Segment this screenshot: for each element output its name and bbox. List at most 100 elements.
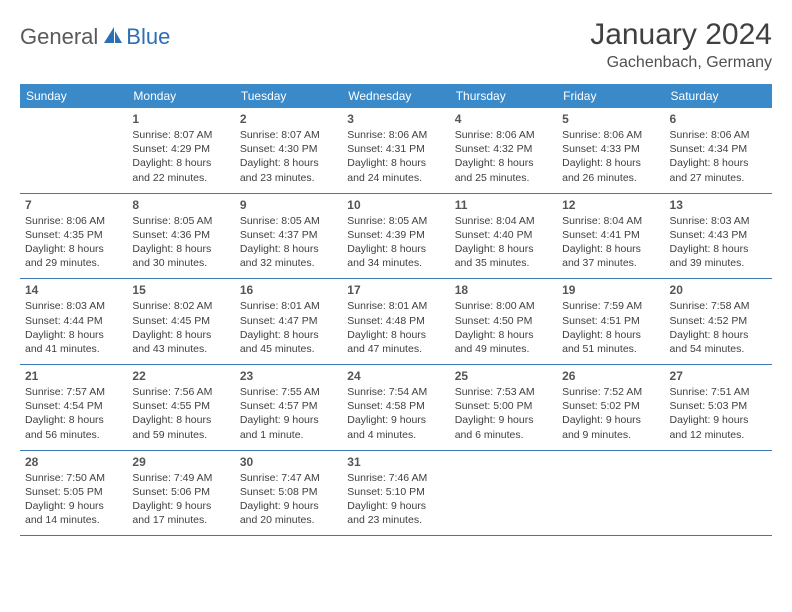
week-row: 1Sunrise: 8:07 AMSunset: 4:29 PMDaylight… (20, 108, 772, 194)
sunset-line: Sunset: 4:43 PM (670, 228, 767, 242)
sunrise-line: Sunrise: 8:06 AM (347, 128, 444, 142)
day-cell: 6Sunrise: 8:06 AMSunset: 4:34 PMDaylight… (665, 108, 772, 193)
day-cell (20, 108, 127, 193)
day-cell: 31 Sunrise: 7:46 AMSunset: 5:10 PMDayligh… (342, 451, 449, 536)
day-number: 5 (562, 112, 659, 126)
day-info: Sunrise: 8:00 AMSunset: 4:50 PMDaylight:… (455, 299, 552, 356)
sunrise-line: Sunrise: 8:06 AM (670, 128, 767, 142)
day-number: 17 (347, 283, 444, 297)
day-cell: 13Sunrise: 8:03 AMSunset: 4:43 PMDayligh… (665, 194, 772, 279)
sunset-line: Sunset: 5:10 PM (347, 485, 444, 499)
day-cell: 16Sunrise: 8:01 AMSunset: 4:47 PMDayligh… (235, 279, 342, 364)
daylight-line: Daylight: 8 hours and 56 minutes. (25, 413, 122, 441)
day-cell: 19Sunrise: 7:59 AMSunset: 4:51 PMDayligh… (557, 279, 664, 364)
day-info: Sunrise: 7:49 AMSunset: 5:06 PMDaylight:… (132, 471, 229, 528)
day-number: 23 (240, 369, 337, 383)
day-header-cell: Friday (557, 84, 664, 108)
sunrise-line: Sunrise: 8:07 AM (132, 128, 229, 142)
sunset-line: Sunset: 4:58 PM (347, 399, 444, 413)
sunrise-line: Sunrise: 7:50 AM (25, 471, 122, 485)
day-number: 11 (455, 198, 552, 212)
daylight-line: Daylight: 8 hours and 49 minutes. (455, 328, 552, 356)
day-info: Sunrise: 8:07 AMSunset: 4:30 PMDaylight:… (240, 128, 337, 185)
day-info: Sunrise: 7:52 AMSunset: 5:02 PMDaylight:… (562, 385, 659, 442)
sunrise-line: Sunrise: 8:05 AM (132, 214, 229, 228)
day-header-cell: Tuesday (235, 84, 342, 108)
logo-text-blue: Blue (126, 24, 170, 50)
day-info: Sunrise: 8:05 AMSunset: 4:39 PMDaylight:… (347, 214, 444, 271)
daylight-line: Daylight: 8 hours and 41 minutes. (25, 328, 122, 356)
week-row: 7Sunrise: 8:06 AMSunset: 4:35 PMDaylight… (20, 194, 772, 280)
sunset-line: Sunset: 4:31 PM (347, 142, 444, 156)
day-info: Sunrise: 7:59 AMSunset: 4:51 PMDaylight:… (562, 299, 659, 356)
day-info: Sunrise: 7:55 AMSunset: 4:57 PMDaylight:… (240, 385, 337, 442)
sunset-line: Sunset: 4:34 PM (670, 142, 767, 156)
sunrise-line: Sunrise: 8:07 AM (240, 128, 337, 142)
day-cell: 14Sunrise: 8:03 AMSunset: 4:44 PMDayligh… (20, 279, 127, 364)
day-number: 30 (240, 455, 337, 469)
week-row: 21 Sunrise: 7:57 AMSunset: 4:54 PMDayligh… (20, 365, 772, 451)
sunrise-line: Sunrise: 8:05 AM (347, 214, 444, 228)
sunrise-line: Sunrise: 8:05 AM (240, 214, 337, 228)
day-number: 9 (240, 198, 337, 212)
day-header-cell: Sunday (20, 84, 127, 108)
day-info: Sunrise: 7:53 AMSunset: 5:00 PMDaylight:… (455, 385, 552, 442)
sunrise-line: Sunrise: 7:58 AM (670, 299, 767, 313)
day-number: 28 (25, 455, 122, 469)
day-number: 16 (240, 283, 337, 297)
day-cell: 10Sunrise: 8:05 AMSunset: 4:39 PMDayligh… (342, 194, 449, 279)
day-info: Sunrise: 8:02 AMSunset: 4:45 PMDaylight:… (132, 299, 229, 356)
day-info: Sunrise: 8:05 AMSunset: 4:37 PMDaylight:… (240, 214, 337, 271)
day-info: Sunrise: 7:57 AMSunset: 4:54 PMDaylight:… (25, 385, 122, 442)
day-number: 25 (455, 369, 552, 383)
day-cell: 25 Sunrise: 7:53 AMSunset: 5:00 PMDayligh… (450, 365, 557, 450)
day-number: 14 (25, 283, 122, 297)
day-header-cell: Thursday (450, 84, 557, 108)
day-number: 1 (132, 112, 229, 126)
day-info: Sunrise: 8:06 AMSunset: 4:34 PMDaylight:… (670, 128, 767, 185)
day-number: 7 (25, 198, 122, 212)
sunrise-line: Sunrise: 8:06 AM (562, 128, 659, 142)
daylight-line: Daylight: 8 hours and 43 minutes. (132, 328, 229, 356)
day-info: Sunrise: 7:46 AMSunset: 5:10 PMDaylight:… (347, 471, 444, 528)
day-number: 31 (347, 455, 444, 469)
daylight-line: Daylight: 8 hours and 47 minutes. (347, 328, 444, 356)
sunrise-line: Sunrise: 7:53 AM (455, 385, 552, 399)
day-cell (665, 451, 772, 536)
day-cell: 22Sunrise: 7:56 AMSunset: 4:55 PMDayligh… (127, 365, 234, 450)
daylight-line: Daylight: 9 hours and 1 minute. (240, 413, 337, 441)
daylight-line: Daylight: 9 hours and 12 minutes. (670, 413, 767, 441)
sunrise-line: Sunrise: 8:01 AM (240, 299, 337, 313)
sunset-line: Sunset: 4:29 PM (132, 142, 229, 156)
day-cell: 26Sunrise: 7:52 AMSunset: 5:02 PMDayligh… (557, 365, 664, 450)
day-number: 3 (347, 112, 444, 126)
day-cell: 2 Sunrise: 8:07 AMSunset: 4:30 PMDaylight… (235, 108, 342, 193)
day-info: Sunrise: 8:07 AMSunset: 4:29 PMDaylight:… (132, 128, 229, 185)
day-info: Sunrise: 7:51 AMSunset: 5:03 PMDaylight:… (670, 385, 767, 442)
location: Gachenbach, Germany (590, 54, 772, 72)
daylight-line: Daylight: 8 hours and 35 minutes. (455, 242, 552, 270)
day-header-row: SundayMondayTuesdayWednesdayThursdayFrid… (20, 84, 772, 108)
daylight-line: Daylight: 8 hours and 25 minutes. (455, 156, 552, 184)
day-header-cell: Monday (127, 84, 234, 108)
day-cell: 30Sunrise: 7:47 AMSunset: 5:08 PMDayligh… (235, 451, 342, 536)
sunrise-line: Sunrise: 7:51 AM (670, 385, 767, 399)
day-header-cell: Saturday (665, 84, 772, 108)
sunset-line: Sunset: 5:00 PM (455, 399, 552, 413)
day-info: Sunrise: 7:54 AMSunset: 4:58 PMDaylight:… (347, 385, 444, 442)
day-cell: 29Sunrise: 7:49 AMSunset: 5:06 PMDayligh… (127, 451, 234, 536)
sunset-line: Sunset: 4:45 PM (132, 314, 229, 328)
sunrise-line: Sunrise: 7:55 AM (240, 385, 337, 399)
daylight-line: Daylight: 8 hours and 29 minutes. (25, 242, 122, 270)
day-cell: 4Sunrise: 8:06 AMSunset: 4:32 PMDaylight… (450, 108, 557, 193)
day-number: 2 (240, 112, 337, 126)
sunrise-line: Sunrise: 8:06 AM (455, 128, 552, 142)
day-info: Sunrise: 8:04 AMSunset: 4:41 PMDaylight:… (562, 214, 659, 271)
sunset-line: Sunset: 4:48 PM (347, 314, 444, 328)
day-cell: 28Sunrise: 7:50 AMSunset: 5:05 PMDayligh… (20, 451, 127, 536)
sunrise-line: Sunrise: 7:49 AM (132, 471, 229, 485)
sunset-line: Sunset: 4:54 PM (25, 399, 122, 413)
sunset-line: Sunset: 5:05 PM (25, 485, 122, 499)
day-number: 21 (25, 369, 122, 383)
sunset-line: Sunset: 4:40 PM (455, 228, 552, 242)
